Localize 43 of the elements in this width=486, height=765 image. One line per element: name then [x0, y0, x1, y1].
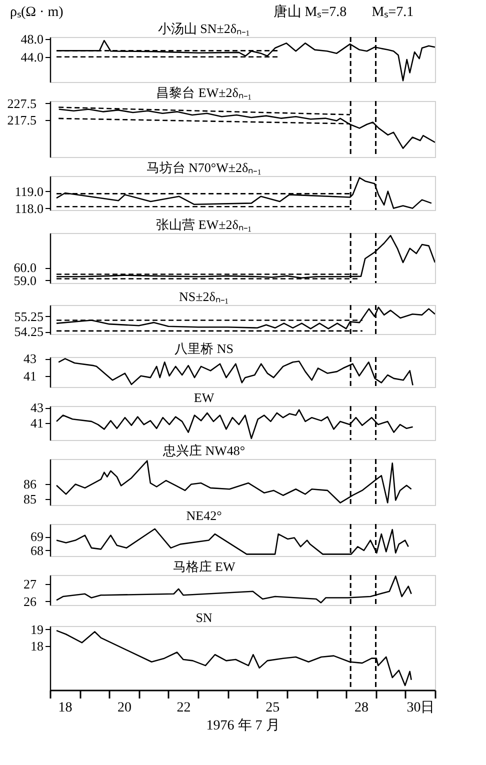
- x-tick-label: 28: [354, 700, 368, 716]
- y-tick-label: 48.0: [20, 32, 44, 47]
- series-label: NS±2δₙ₋₁: [179, 289, 229, 304]
- y-tick-label: 85: [24, 492, 36, 507]
- y-tick-label: 118.0: [14, 200, 44, 216]
- y-tick-label: 19: [30, 622, 44, 637]
- series-label: 忠兴庄 NW48°: [162, 443, 246, 458]
- y-tick-label: 55.25: [14, 308, 44, 324]
- x-tick-label: 22: [176, 700, 191, 716]
- series-label: EW: [194, 390, 215, 405]
- y-tick-label: 26: [24, 594, 37, 609]
- series-label: 昌黎台 EW±2δₙ₋₁: [156, 85, 252, 100]
- series-label: 马坊台 N70°W±2δₙ₋₁: [146, 160, 262, 175]
- y-tick-label: 54.25: [14, 324, 44, 340]
- y-axis-title: ρₛ(Ω · m): [10, 5, 64, 20]
- y-tick-label: 69: [30, 529, 44, 544]
- y-tick-label: 44.0: [20, 49, 44, 64]
- text: 唐山 Mₛ=7.8: [273, 4, 347, 20]
- y-tick-label: 59.0: [14, 272, 36, 288]
- text: 张山营 EW±2δₙ₋₁: [156, 217, 252, 232]
- series-label: 小汤山 SN±2δₙ₋₁: [158, 21, 250, 36]
- series-label: 八里桥 NS: [174, 341, 234, 356]
- y-tick-label: 60.0: [14, 260, 36, 276]
- text: Mₛ=7.1: [372, 5, 414, 20]
- series-label: 马格庄 EW: [172, 559, 236, 574]
- y-tick-label: 41: [30, 416, 44, 430]
- y-tick-label: 86: [24, 476, 37, 492]
- y-tick-label: 41: [24, 368, 36, 384]
- y-tick-label: 119.0: [14, 184, 44, 199]
- x-tick-label: 18: [58, 700, 72, 716]
- x-tick-label: 25: [266, 700, 280, 716]
- series-label: NE42°: [186, 508, 222, 523]
- x-axis-title: 1976 年 7 月: [206, 718, 280, 734]
- y-tick-label: 43: [30, 400, 44, 416]
- y-tick-label: 27: [24, 576, 37, 592]
- x-tick-label: 20: [118, 700, 132, 716]
- y-tick-label: 68: [30, 542, 44, 558]
- y-tick-label: 18: [30, 638, 44, 654]
- y-tick-label: 227.5: [7, 96, 36, 111]
- y-tick-label: 43: [24, 351, 36, 366]
- x-tick-label: 30日: [406, 700, 435, 716]
- text: SN: [196, 610, 213, 625]
- y-tick-label: 217.5: [7, 112, 36, 128]
